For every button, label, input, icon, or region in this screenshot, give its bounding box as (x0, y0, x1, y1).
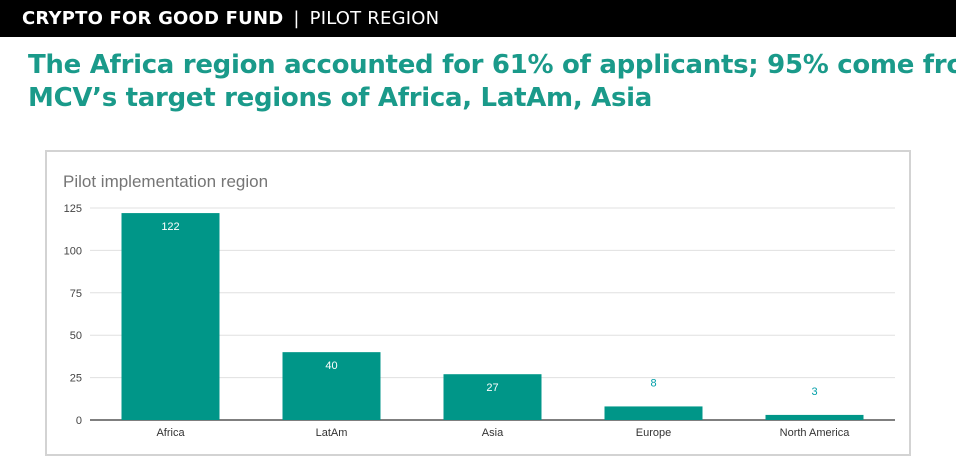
headline-line-2: MCV’s target regions of Africa, LatAm, A… (28, 83, 652, 113)
gridlines (90, 207, 895, 421)
bar-latam (282, 352, 381, 420)
x-tick-label: Africa (156, 427, 185, 439)
bars (121, 213, 864, 420)
data-label: 3 (811, 386, 817, 398)
x-axis-labels: Africa LatAm Asia Europe North America (156, 427, 850, 439)
brand-name: CRYPTO FOR GOOD FUND (22, 8, 284, 29)
data-label: 122 (161, 221, 179, 233)
bar-asia (443, 374, 542, 420)
y-tick-label: 125 (64, 203, 82, 215)
bar-europe (604, 406, 703, 420)
headline: The Africa region accounted for 61% of a… (28, 49, 956, 115)
x-tick-label: North America (780, 427, 851, 439)
data-label: 27 (486, 382, 498, 394)
x-tick-label: Europe (636, 427, 671, 439)
y-axis-ticks: 0 25 50 75 100 125 (64, 203, 82, 427)
headline-line-1: The Africa region accounted for 61% of a… (28, 50, 956, 80)
y-tick-label: 50 (70, 330, 82, 342)
top-bar: CRYPTO FOR GOOD FUND | PILOT REGION (0, 0, 956, 37)
chart-title: Pilot implementation region (63, 172, 268, 191)
section-title: PILOT REGION (309, 8, 440, 29)
chart-panel: Pilot implementation region 0 25 50 75 100 12… (45, 150, 911, 456)
bar-north-america (765, 414, 864, 420)
y-tick-label: 25 (70, 373, 82, 385)
y-tick-label: 100 (64, 245, 82, 257)
bar-chart: Pilot implementation region 0 25 50 75 100 12… (63, 172, 895, 439)
x-tick-label: Asia (482, 427, 504, 439)
y-tick-label: 0 (76, 415, 82, 427)
data-label: 8 (650, 377, 656, 389)
data-labels: 122 40 27 8 3 (161, 221, 817, 398)
bar-africa (121, 213, 220, 420)
x-tick-label: LatAm (316, 427, 348, 439)
data-label: 40 (325, 360, 337, 372)
header-separator: | (293, 8, 300, 29)
y-tick-label: 75 (70, 288, 82, 300)
